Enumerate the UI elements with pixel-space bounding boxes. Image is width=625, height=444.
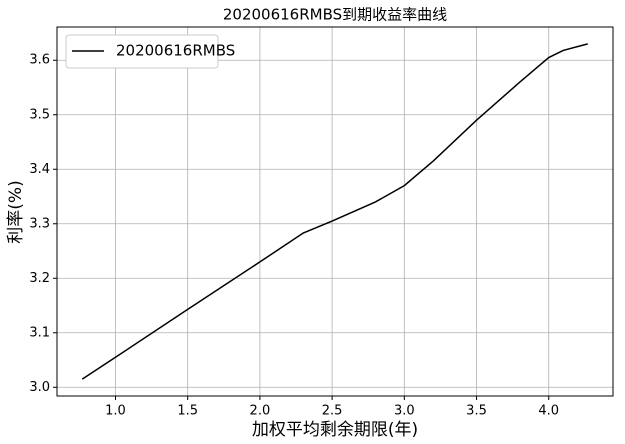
x-tick-label: 3.5 (466, 404, 487, 419)
x-tick-label: 2.5 (322, 404, 343, 419)
y-tick-label: 3.5 (29, 107, 50, 122)
y-tick-label: 3.1 (29, 325, 50, 340)
data-line (81, 43, 588, 380)
legend-box (65, 34, 219, 69)
x-tick-label: 1.0 (105, 404, 126, 419)
legend-label: 20200616RMBS (116, 42, 235, 60)
x-tick-label: 2.0 (250, 404, 271, 419)
y-tick-label: 3.0 (29, 380, 50, 395)
y-tick-label: 3.2 (29, 271, 50, 286)
legend: 20200616RMBS (65, 34, 235, 69)
x-tick-label: 4.0 (538, 404, 559, 419)
plot-frame (56, 26, 614, 397)
y-tick-label: 3.4 (29, 162, 50, 177)
x-tick-label: 3.0 (394, 404, 415, 419)
x-tick-label: 1.5 (177, 404, 198, 419)
y-tick-label: 3.6 (29, 53, 50, 68)
x-axis-label: 加权平均剩余期限(年) (252, 420, 418, 440)
chart-title: 20200616RMBS到期收益率曲线 (223, 6, 447, 24)
y-tick-label: 3.3 (29, 216, 50, 231)
y-axis-label: 利率(%) (6, 180, 26, 243)
